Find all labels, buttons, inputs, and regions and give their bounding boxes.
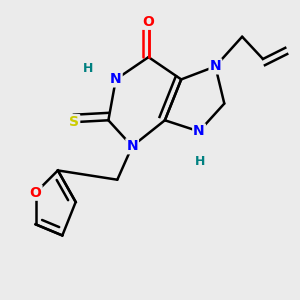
Text: N: N: [210, 59, 221, 74]
Text: S: S: [69, 115, 79, 129]
Text: H: H: [82, 62, 93, 75]
Text: H: H: [195, 154, 206, 168]
Text: O: O: [30, 186, 41, 200]
Text: N: N: [110, 72, 122, 86]
Text: O: O: [142, 15, 154, 29]
Text: N: N: [193, 124, 205, 138]
Text: N: N: [126, 139, 138, 153]
